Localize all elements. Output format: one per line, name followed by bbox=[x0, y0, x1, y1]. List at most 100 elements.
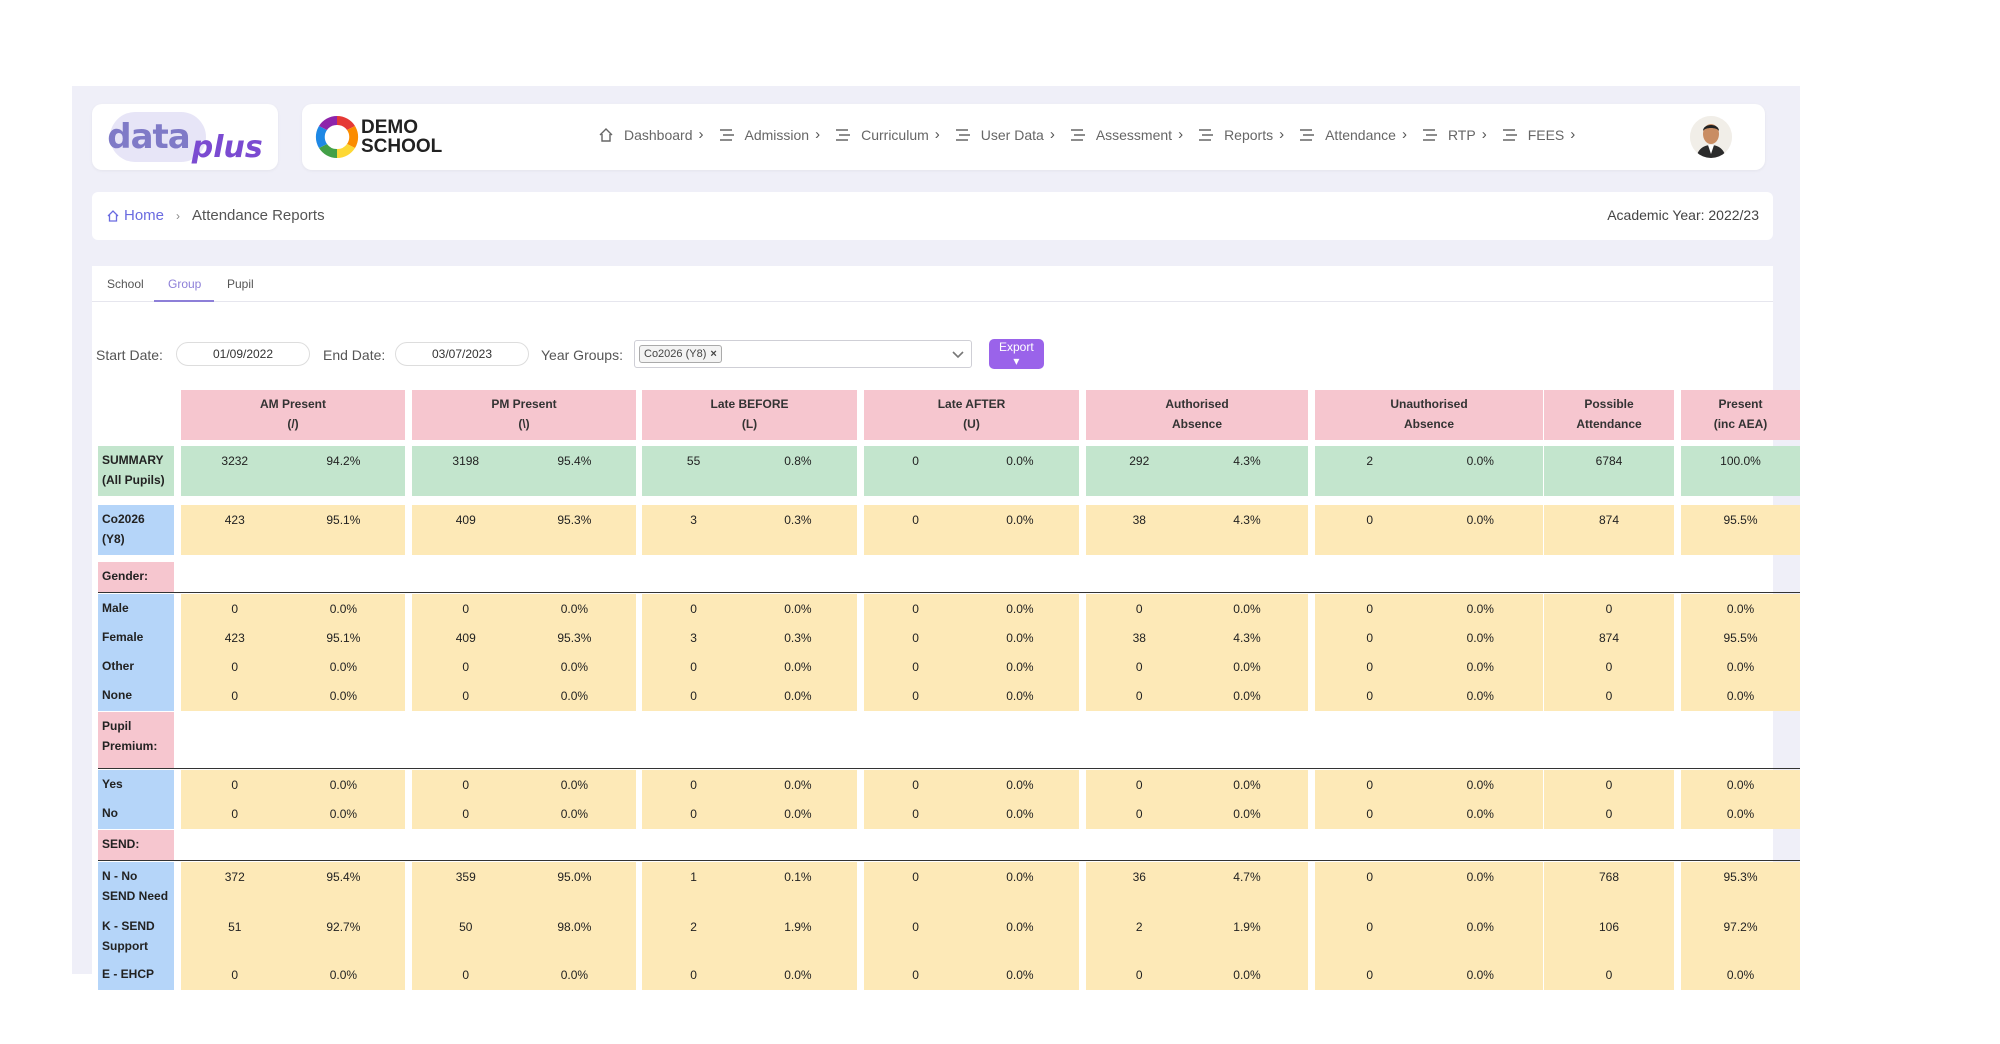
school-logo-icon bbox=[315, 115, 359, 159]
percent-value: 4.3% bbox=[1233, 513, 1261, 527]
value: 0.0% bbox=[1726, 807, 1755, 821]
count-value: 423 bbox=[224, 631, 245, 645]
nav-item-assessment[interactable]: Assessment › bbox=[1070, 126, 1183, 143]
tab-group[interactable]: Group bbox=[168, 277, 202, 291]
count-value: 0 bbox=[1366, 807, 1374, 821]
row-label: K - SEND Support bbox=[98, 912, 174, 960]
avatar[interactable] bbox=[1690, 116, 1732, 158]
percent-value: 0.0% bbox=[560, 807, 589, 821]
count-value: 0 bbox=[1366, 602, 1374, 616]
percent-value: 0.1% bbox=[784, 870, 812, 884]
nav-item-fees[interactable]: FEES › bbox=[1502, 126, 1575, 143]
nav-item-admission[interactable]: Admission › bbox=[719, 126, 820, 143]
tab-pupil[interactable]: Pupil bbox=[227, 277, 254, 291]
column-header-title: PM Present bbox=[491, 397, 557, 411]
column-header-title: AM Present bbox=[259, 397, 327, 411]
data-cell: 1 0.1% bbox=[642, 862, 857, 912]
nav-item-user-data[interactable]: User Data › bbox=[955, 126, 1055, 143]
chevron-down-icon bbox=[952, 351, 964, 359]
percent-value: 95.0% bbox=[557, 870, 592, 884]
count-value: 38 bbox=[1132, 631, 1146, 645]
percent-value: 95.3% bbox=[557, 631, 592, 645]
chip-remove-icon[interactable]: × bbox=[710, 348, 717, 360]
percent-value: 0.0% bbox=[1233, 968, 1261, 982]
column-header-title: Late AFTER bbox=[937, 397, 1006, 411]
row-label: Yes bbox=[98, 770, 174, 799]
data-cell: 0 0.0% bbox=[642, 960, 857, 990]
breadcrumb-current: Attendance Reports bbox=[192, 207, 325, 224]
percent-value: 0.0% bbox=[1466, 807, 1494, 821]
data-cell: 3198 95.4% bbox=[412, 446, 636, 496]
column-header-title: Possible bbox=[1584, 397, 1634, 411]
data-cell: 95.3% bbox=[1681, 862, 1800, 912]
row-label-line: None bbox=[102, 688, 132, 702]
nav-item-reports[interactable]: Reports › bbox=[1198, 126, 1284, 143]
percent-value: 0.0% bbox=[1233, 778, 1261, 792]
count-value: 0 bbox=[231, 778, 239, 792]
data-cell: 2 0.0% bbox=[1315, 446, 1543, 496]
data-cell: 0 0.0% bbox=[864, 799, 1079, 829]
nav-item-rtp[interactable]: RTP › bbox=[1422, 126, 1487, 143]
percent-value: 0.0% bbox=[1466, 660, 1494, 674]
percent-value: 95.4% bbox=[557, 454, 592, 468]
nav-item-curriculum[interactable]: Curriculum › bbox=[835, 126, 940, 143]
count-value: 0 bbox=[462, 660, 470, 674]
nav-item-label: Curriculum bbox=[861, 126, 929, 143]
export-button[interactable]: Export ▾ bbox=[989, 339, 1044, 369]
start-date-input[interactable]: 01/09/2022 bbox=[176, 342, 310, 366]
value: 95.3% bbox=[1723, 870, 1758, 884]
column-header-title: Authorised bbox=[1165, 397, 1229, 411]
column-header-title: Unauthorised bbox=[1390, 397, 1468, 411]
percent-value: 0.0% bbox=[1006, 778, 1034, 792]
nav-item-label: Dashboard bbox=[624, 126, 693, 143]
year-groups-select[interactable]: Co2026 (Y8) × bbox=[634, 340, 972, 368]
percent-value: 0.0% bbox=[1466, 454, 1494, 468]
count-value: 0 bbox=[1135, 968, 1143, 982]
count-value: 2 bbox=[690, 920, 697, 934]
tab-school[interactable]: School bbox=[107, 277, 144, 291]
data-cell: 0 0.0% bbox=[1315, 594, 1543, 623]
percent-value: 0.0% bbox=[329, 807, 358, 821]
data-cell: 0 0.0% bbox=[1315, 505, 1543, 555]
count-value: 1 bbox=[690, 870, 697, 884]
percent-value: 4.3% bbox=[1233, 454, 1261, 468]
count-value: 38 bbox=[1132, 513, 1146, 527]
row-label: None bbox=[98, 681, 174, 711]
count-value: 409 bbox=[455, 513, 476, 527]
dataplus-logo[interactable]: data plus bbox=[92, 104, 278, 170]
count-value: 0 bbox=[912, 454, 919, 468]
menu-icon bbox=[719, 127, 735, 143]
breadcrumb-home-link[interactable]: Home bbox=[106, 207, 164, 224]
data-cell: 372 95.4% bbox=[181, 862, 405, 912]
percent-value: 95.1% bbox=[326, 513, 361, 527]
count-value: 0 bbox=[690, 807, 697, 821]
chevron-right-icon: › bbox=[1049, 126, 1055, 143]
row-label-line: SEND: bbox=[102, 837, 140, 851]
nav-item-attendance[interactable]: Attendance › bbox=[1299, 126, 1407, 143]
value: 874 bbox=[1598, 631, 1620, 645]
column-header: Late AFTER (U) bbox=[864, 390, 1079, 440]
data-cell: 100.0% bbox=[1681, 446, 1800, 496]
chevron-right-icon: › bbox=[698, 126, 704, 143]
row-label: No bbox=[98, 799, 174, 829]
value: 0.0% bbox=[1726, 968, 1755, 982]
value: 0 bbox=[1605, 778, 1613, 792]
data-cell: 0 bbox=[1544, 960, 1674, 990]
menu-icon bbox=[1070, 127, 1086, 143]
menu-icon bbox=[835, 127, 851, 143]
data-cell: 95.5% bbox=[1681, 623, 1800, 652]
nav-item-dashboard[interactable]: Dashboard › bbox=[598, 126, 704, 143]
data-cell: 0 0.0% bbox=[1315, 652, 1543, 681]
percent-value: 0.3% bbox=[784, 513, 812, 527]
count-value: 0 bbox=[462, 807, 470, 821]
year-groups-label: Year Groups: bbox=[541, 347, 623, 363]
percent-value: 95.4% bbox=[326, 870, 361, 884]
count-value: 0 bbox=[912, 968, 919, 982]
column-header-title: Present bbox=[1718, 397, 1763, 411]
data-cell: 55 0.8% bbox=[642, 446, 857, 496]
row-label-line: Other bbox=[102, 659, 135, 673]
end-date-input[interactable]: 03/07/2023 bbox=[395, 342, 529, 366]
data-cell: 50 98.0% bbox=[412, 912, 636, 960]
data-cell: 0 0.0% bbox=[1086, 770, 1308, 799]
count-value: 0 bbox=[231, 689, 239, 703]
